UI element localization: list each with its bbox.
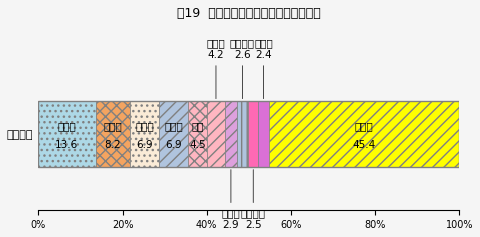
Bar [38,101,459,167]
Text: 6.9: 6.9 [165,140,182,150]
Text: 4.5: 4.5 [189,140,206,150]
Text: 13.6: 13.6 [55,140,79,150]
Text: 木更津市
2.6: 木更津市 2.6 [230,38,255,99]
Bar [248,101,259,167]
Title: 図19  小売業事業所数の市町村別構成比: 図19 小売業事業所数の市町村別構成比 [177,7,321,20]
Text: 銚子市
2.9: 銚子市 2.9 [222,169,240,230]
Text: 千葉市: 千葉市 [58,122,76,132]
Bar [130,101,159,167]
Bar [207,101,225,167]
Text: 市原市
4.2: 市原市 4.2 [206,38,225,99]
Text: 市川市: 市川市 [164,122,183,132]
Text: 松戸市: 松戸市 [135,122,154,132]
Bar [38,101,96,167]
Text: 八千代市
2.5: 八千代市 2.5 [241,169,266,230]
Bar [159,101,188,167]
Bar [225,101,237,167]
Text: 6.9: 6.9 [136,140,153,150]
Bar [96,101,130,167]
Bar [188,101,207,167]
Bar [269,101,460,167]
Text: その他: その他 [355,122,373,132]
Text: 柏市: 柏市 [192,122,204,132]
Text: 船橋市: 船橋市 [104,122,122,132]
Bar [259,101,269,167]
Bar [237,101,248,167]
Text: 8.2: 8.2 [105,140,121,150]
Text: 佐倉市
2.4: 佐倉市 2.4 [254,38,273,99]
Text: 45.4: 45.4 [352,140,376,150]
